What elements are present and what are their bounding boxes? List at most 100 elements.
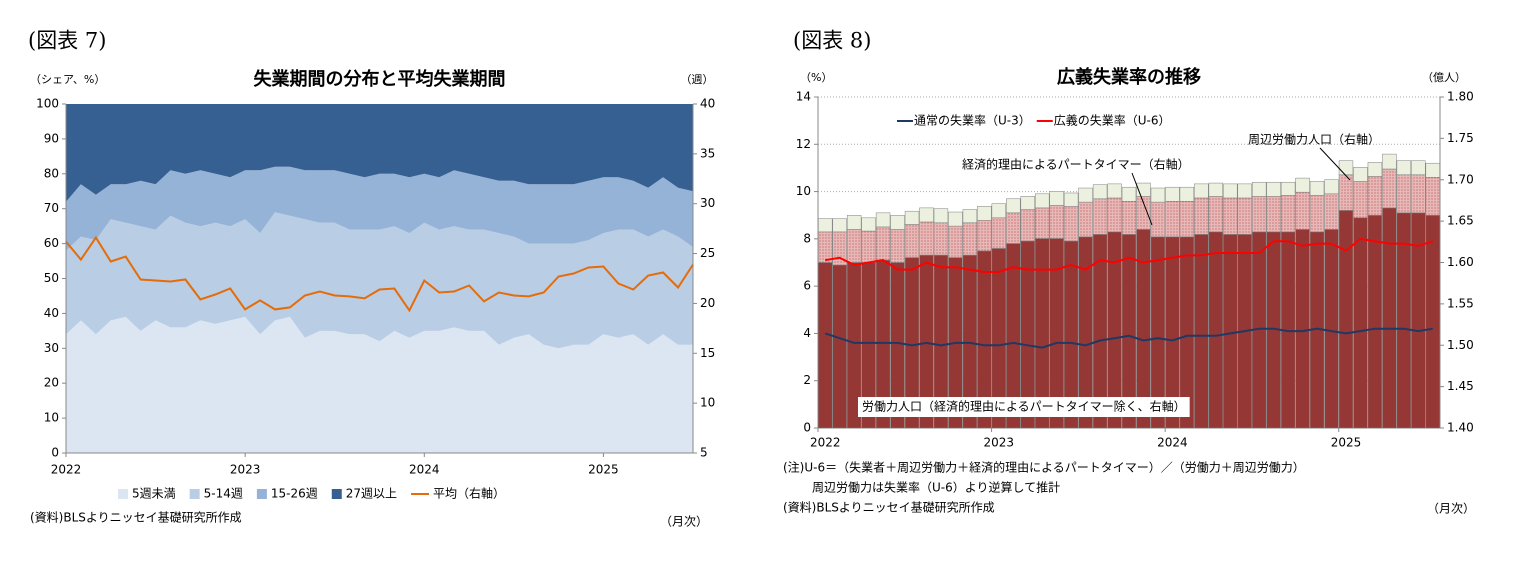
bar-segment: [832, 218, 847, 233]
legend-swatch: [189, 489, 200, 499]
bar-segment: [1295, 229, 1310, 429]
bar-segment: [1382, 207, 1397, 429]
bar-segment: [875, 226, 891, 261]
bar-segment: [1251, 196, 1267, 233]
bar-segment: [1049, 205, 1064, 239]
note: (注)U-6＝（失業者＋周辺労働力＋経済的理由によるパートタイマー）／（労働力＋…: [783, 460, 1305, 475]
x-tick-label: 2022: [51, 463, 82, 477]
bar-segment: [1411, 160, 1426, 176]
bar-segment: [1208, 196, 1223, 233]
bar-segment: [1006, 198, 1021, 214]
x-axis-unit: （月次）: [1427, 502, 1475, 516]
bar-segment: [875, 212, 891, 228]
bar-segment: [846, 215, 862, 230]
bar-segment: [1251, 181, 1267, 197]
x-tick-label: 2022: [810, 436, 841, 450]
bar-segment: [1309, 181, 1325, 196]
bar-segment: [904, 210, 920, 225]
y2-tick-label: 20: [700, 296, 715, 310]
figure-label: (図表 7): [28, 29, 106, 53]
legend-label: 27週以上: [346, 487, 397, 501]
bar-segment: [1396, 160, 1412, 176]
bar-segment: [1092, 184, 1108, 200]
y2-axis-unit: （週）: [681, 73, 714, 86]
bar-segment: [1194, 234, 1209, 429]
annotation-box: [858, 397, 1190, 417]
bar-segment: [1078, 201, 1093, 238]
y-tick-label: 50: [44, 271, 59, 285]
line-series: [824, 327, 1433, 349]
bar-segment: [1165, 201, 1180, 238]
y-tick-label: 0: [51, 446, 59, 460]
line-series: [825, 237, 1434, 273]
y-tick-label: 10: [44, 411, 59, 425]
bar-segment: [948, 225, 963, 258]
bar-segment: [1063, 192, 1079, 207]
y2-tick-label: 1.70: [1447, 172, 1474, 186]
y-tick-label: 20: [44, 376, 59, 390]
bar-segment: [1006, 212, 1021, 244]
legend-label: 通常の失業率（U-3）: [914, 113, 1031, 128]
y-axis-unit: （シェア、%）: [30, 73, 105, 86]
y2-tick-label: 40: [700, 97, 715, 111]
area-series: [66, 316, 693, 453]
bar-segment: [1266, 181, 1281, 197]
bar-segment: [962, 209, 978, 224]
y-tick-label: 90: [44, 131, 59, 145]
bar-segment: [1425, 215, 1440, 429]
bar-segment: [1223, 183, 1238, 199]
bar-segment: [1035, 193, 1050, 209]
bar-segment: [1353, 167, 1368, 182]
legend-label: 平均（右軸）: [433, 486, 505, 501]
y2-tick-label: 30: [700, 196, 715, 210]
y-tick-label: 14: [796, 90, 811, 104]
bar-segment: [1020, 209, 1035, 242]
y2-tick-label: 1.75: [1447, 131, 1474, 145]
y-tick-label: 70: [44, 201, 59, 215]
source-note: (資料)BLSよりニッセイ基礎研究所作成: [30, 511, 242, 525]
note: 周辺労働力は失業率（U-6）より逆算して推計: [812, 480, 1060, 495]
bar-segment: [1194, 183, 1209, 199]
y2-tick-label: 1.65: [1447, 214, 1474, 228]
bar-segment: [991, 203, 1007, 219]
bar-segment: [1425, 162, 1440, 178]
annotation: 労働力人口（経済的理由によるパートタイマー除く、右軸）: [862, 399, 1186, 414]
y2-tick-label: 1.60: [1447, 255, 1474, 269]
legend: 5週未満 5-14週 15-26週 27週以上 平均（右軸）: [118, 486, 505, 501]
area-series: [66, 104, 693, 202]
bar-segment: [1367, 176, 1383, 216]
area-series: [66, 166, 693, 251]
y2-tick-label: 10: [700, 396, 715, 410]
y-tick-label: 8: [803, 231, 811, 245]
bar-segment: [1411, 174, 1426, 214]
bar-segment: [962, 222, 978, 256]
bar-segment: [1309, 195, 1325, 233]
bar-segment: [1035, 207, 1050, 239]
annotation: 経済的理由によるパートタイマー（右軸）: [962, 157, 1190, 172]
y2-tick-label: 25: [700, 246, 715, 260]
y-tick-label: 80: [44, 166, 59, 180]
bar-segment: [1324, 193, 1339, 230]
note: (資料)BLSよりニッセイ基礎研究所作成: [783, 501, 995, 515]
bar-segment: [1295, 191, 1310, 230]
chart-title: 失業期間の分布と平均失業期間: [254, 68, 506, 90]
bar-segment: [861, 230, 876, 263]
x-axis-unit: （月次）: [660, 515, 708, 529]
y-tick-label: 10: [796, 184, 811, 198]
bar-segment: [1367, 162, 1383, 177]
y2-tick-label: 1.55: [1447, 296, 1474, 310]
bar-segment: [1237, 197, 1252, 235]
bar-segment: [1338, 160, 1354, 176]
bar-segment: [933, 208, 949, 224]
bar-segment: [1266, 196, 1281, 233]
annotation-arrow: [1131, 172, 1153, 226]
bar-segment: [1208, 182, 1223, 197]
y-tick-label: 60: [44, 236, 59, 250]
legend-swatch: [256, 489, 267, 499]
bar-segment: [1136, 196, 1151, 230]
y-tick-label: 6: [803, 279, 811, 293]
bar-segment: [933, 222, 949, 256]
annotation-arrow: [1319, 147, 1351, 181]
